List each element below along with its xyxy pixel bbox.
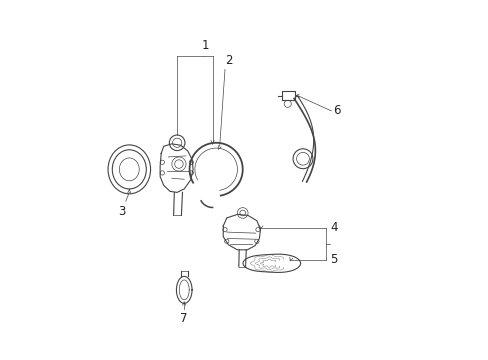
Text: 3: 3 [118,205,125,218]
Text: 1: 1 [202,39,209,53]
Text: 6: 6 [332,104,340,117]
Text: 5: 5 [329,253,337,266]
Text: 2: 2 [224,54,232,67]
Text: 7: 7 [180,312,187,325]
Text: 4: 4 [329,221,337,234]
